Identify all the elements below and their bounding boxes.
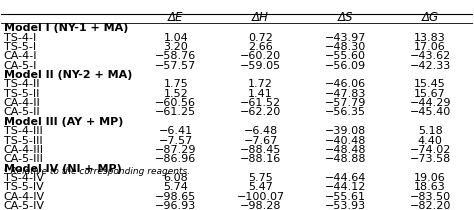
Text: 5.74: 5.74 [164,182,188,192]
Text: Model IV (NI + MP): Model IV (NI + MP) [4,164,121,174]
Text: −44.12: −44.12 [325,182,366,192]
Text: −7.67: −7.67 [244,136,278,146]
Text: −39.08: −39.08 [325,126,366,136]
Text: −57.57: −57.57 [155,61,196,71]
Text: 18.63: 18.63 [414,182,446,192]
Text: −56.35: −56.35 [325,108,366,117]
Text: 17.06: 17.06 [414,42,446,52]
Text: −88.45: −88.45 [240,145,281,155]
Text: 1.75: 1.75 [164,79,188,89]
Text: CA-4-III: CA-4-III [4,145,44,155]
Text: −73.58: −73.58 [410,154,451,164]
Text: 2.66: 2.66 [248,42,273,52]
Text: TS-5-III: TS-5-III [4,136,42,146]
Text: TS-5-II: TS-5-II [4,89,39,99]
Text: −46.06: −46.06 [325,79,366,89]
Text: 3.20: 3.20 [164,42,188,52]
Text: Model III (AY + MP): Model III (AY + MP) [4,117,123,127]
Text: −48.48: −48.48 [325,145,366,155]
Text: 15.45: 15.45 [414,79,446,89]
Text: −60.56: −60.56 [155,98,196,108]
Text: −43.97: −43.97 [325,33,366,42]
Text: −61.25: −61.25 [155,108,196,117]
Text: −96.93: −96.93 [155,201,196,210]
Text: −60.20: −60.20 [240,51,281,61]
Text: −43.62: −43.62 [410,51,451,61]
Text: 6.08: 6.08 [164,173,188,183]
Text: −61.52: −61.52 [240,98,281,108]
Text: Model II (NY-2 + MA): Model II (NY-2 + MA) [4,70,132,80]
Text: 1.52: 1.52 [164,89,188,99]
Text: −74.02: −74.02 [410,145,451,155]
Text: −82.20: −82.20 [410,201,451,210]
Text: −44.29: −44.29 [410,98,451,108]
Text: −88.16: −88.16 [240,154,281,164]
Text: 19.06: 19.06 [414,173,446,183]
Text: −57.79: −57.79 [325,98,366,108]
Text: 13.83: 13.83 [414,33,446,42]
Text: −100.07: −100.07 [237,192,284,202]
Text: −83.50: −83.50 [410,192,451,202]
Text: −48.88: −48.88 [325,154,366,164]
Text: TS-5-IV: TS-5-IV [4,182,44,192]
Text: −53.93: −53.93 [325,201,366,210]
Text: TS-4-I: TS-4-I [4,33,36,42]
Text: Model I (NY-1 + MA): Model I (NY-1 + MA) [4,23,128,33]
Text: −48.30: −48.30 [325,42,366,52]
Text: ΔG: ΔG [422,11,439,24]
Text: −98.65: −98.65 [155,192,196,202]
Text: TS-4-II: TS-4-II [4,79,39,89]
Text: −6.48: −6.48 [244,126,278,136]
Text: −42.33: −42.33 [410,61,451,71]
Text: −47.83: −47.83 [325,89,366,99]
Text: −87.29: −87.29 [155,145,197,155]
Text: CA-4-IV: CA-4-IV [4,192,45,202]
Text: −7.57: −7.57 [159,136,193,146]
Text: −58.76: −58.76 [155,51,196,61]
Text: TS-4-IV: TS-4-IV [4,173,44,183]
Text: −59.05: −59.05 [240,61,281,71]
Text: CA-4-I: CA-4-I [4,51,37,61]
Text: 4.40: 4.40 [418,136,443,146]
Text: −45.40: −45.40 [410,108,451,117]
Text: CA-5-IV: CA-5-IV [4,201,45,210]
Text: −44.64: −44.64 [325,173,366,183]
Text: CA-4-II: CA-4-II [4,98,40,108]
Text: 0.72: 0.72 [248,33,273,42]
Text: −55.60: −55.60 [325,51,366,61]
Text: −40.48: −40.48 [325,136,366,146]
Text: −6.41: −6.41 [159,126,193,136]
Text: CA-5-III: CA-5-III [4,154,44,164]
Text: −55.61: −55.61 [325,192,366,202]
Text: 15.67: 15.67 [414,89,446,99]
Text: TS-5-I: TS-5-I [4,42,36,52]
Text: −98.28: −98.28 [240,201,281,210]
Text: ᵃ Relative to the corresponding reagents.: ᵃ Relative to the corresponding reagents… [4,167,190,176]
Text: TS-4-III: TS-4-III [4,126,43,136]
Text: −62.20: −62.20 [240,108,281,117]
Text: 5.18: 5.18 [418,126,443,136]
Text: ΔE: ΔE [168,11,183,24]
Text: 5.47: 5.47 [248,182,273,192]
Text: −56.09: −56.09 [325,61,366,71]
Text: −86.96: −86.96 [155,154,196,164]
Text: CA-5-I: CA-5-I [4,61,37,71]
Text: ΔS: ΔS [337,11,353,24]
Text: 1.72: 1.72 [248,79,273,89]
Text: 1.04: 1.04 [164,33,188,42]
Text: ΔH: ΔH [252,11,269,24]
Text: 5.75: 5.75 [248,173,273,183]
Text: 1.41: 1.41 [248,89,273,99]
Text: CA-5-II: CA-5-II [4,108,40,117]
